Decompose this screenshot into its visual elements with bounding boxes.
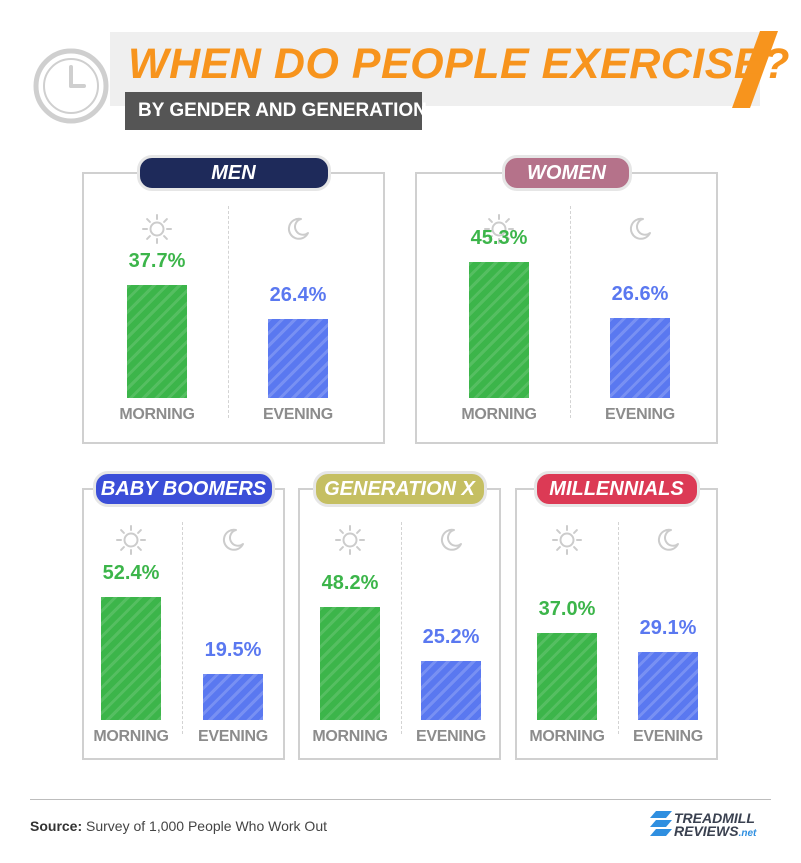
category-label-baby-boomers-evening: EVENING xyxy=(198,728,268,745)
category-label-men-evening: EVENING xyxy=(263,406,333,423)
moon-icon xyxy=(222,528,244,551)
value-label-generation-x-morning: 48.2% xyxy=(321,572,379,595)
value-label-baby-boomers-evening: 19.5% xyxy=(204,639,262,662)
sun-icon xyxy=(484,214,514,244)
bar-generation-x-evening xyxy=(421,661,481,720)
value-label-millennials-morning: 37.0% xyxy=(538,598,596,621)
source-note: Source: Survey of 1,000 People Who Work … xyxy=(30,818,327,834)
source-text: Survey of 1,000 People Who Work Out xyxy=(82,818,327,834)
logo-icon xyxy=(650,811,672,836)
value-label-women-morning: 45.3% xyxy=(470,227,528,250)
footer-divider xyxy=(30,799,771,800)
panel-title-millennials: MILLENNIALS xyxy=(533,471,700,507)
logo-line2: REVIEWS xyxy=(674,823,739,839)
bar-baby-boomers-morning xyxy=(101,597,161,720)
column-divider xyxy=(569,206,571,418)
value-label-millennials-evening: 29.1% xyxy=(639,616,697,639)
clock-icon xyxy=(33,48,109,124)
bar-women-evening xyxy=(610,318,670,398)
moon-icon xyxy=(657,528,679,551)
sun-icon xyxy=(116,525,146,555)
column-divider xyxy=(617,522,619,734)
logo-line1: TREADMILL xyxy=(674,810,755,826)
category-label-baby-boomers-morning: MORNING xyxy=(93,728,169,745)
source-label: Source: xyxy=(30,818,83,834)
category-label-men-morning: MORNING xyxy=(119,406,195,423)
bar-men-morning xyxy=(127,284,187,398)
orange-slash-accent xyxy=(732,31,778,108)
category-label-generation-x-morning: MORNING xyxy=(312,728,388,745)
moon-icon xyxy=(287,217,309,240)
value-label-women-evening: 26.6% xyxy=(611,283,669,306)
bar-women-morning xyxy=(469,262,529,398)
bar-men-evening xyxy=(268,318,328,398)
column-divider xyxy=(227,206,229,418)
bar-generation-x-morning xyxy=(320,607,380,720)
sun-icon xyxy=(142,214,172,244)
panel-title-men: MEN xyxy=(136,155,331,191)
bar-millennials-evening xyxy=(638,651,698,720)
category-label-millennials-morning: MORNING xyxy=(529,728,605,745)
value-label-men-morning: 37.7% xyxy=(128,249,186,272)
bar-millennials-morning xyxy=(537,633,597,720)
sun-icon xyxy=(335,525,365,555)
value-label-baby-boomers-morning: 52.4% xyxy=(102,562,160,585)
subtitle-box xyxy=(125,92,422,130)
page-title: WHEN DO PEOPLE EXERCISE? xyxy=(128,40,790,88)
panel-title-women: WOMEN xyxy=(501,155,632,191)
value-label-generation-x-evening: 25.2% xyxy=(422,626,480,649)
value-label-men-evening: 26.4% xyxy=(269,283,327,306)
panel-title-baby-boomers: BABY BOOMERS xyxy=(92,471,275,507)
column-divider xyxy=(400,522,402,734)
panel-title-generation-x: GENERATION X xyxy=(312,471,487,507)
page-subtitle: BY GENDER AND GENERATION xyxy=(138,100,427,121)
logo-wordmark: TREADMILL REVIEWS.net xyxy=(674,810,757,840)
moon-icon xyxy=(440,528,462,551)
category-label-women-evening: EVENING xyxy=(605,406,675,423)
moon-icon xyxy=(629,217,651,240)
sun-icon xyxy=(552,525,582,555)
category-label-millennials-evening: EVENING xyxy=(633,728,703,745)
category-label-generation-x-evening: EVENING xyxy=(416,728,486,745)
panel-women xyxy=(415,172,718,444)
category-label-women-morning: MORNING xyxy=(461,406,537,423)
logo-suffix: .net xyxy=(738,828,757,839)
column-divider xyxy=(182,522,183,734)
bar-baby-boomers-evening xyxy=(203,674,263,720)
